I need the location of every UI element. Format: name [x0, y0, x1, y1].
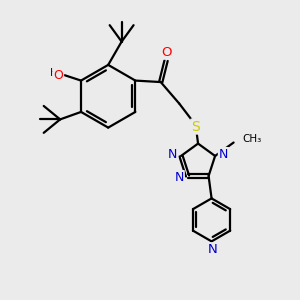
Text: CH₃: CH₃	[242, 134, 261, 144]
Text: O: O	[161, 46, 172, 59]
Text: S: S	[191, 120, 200, 134]
Text: N: N	[168, 148, 177, 161]
Text: O: O	[53, 69, 63, 82]
Text: N: N	[219, 148, 228, 161]
Text: H: H	[50, 68, 58, 78]
Text: N: N	[207, 243, 217, 256]
Text: N: N	[175, 171, 184, 184]
